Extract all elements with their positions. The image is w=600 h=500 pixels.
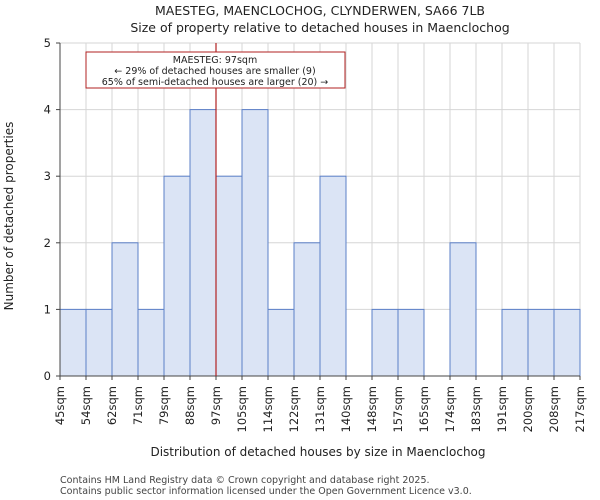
annotation-line-2: ← 29% of detached houses are smaller (9) xyxy=(114,66,315,77)
y-ticks: 0 1 2 3 4 5 xyxy=(44,36,60,383)
chart-title: MAESTEG, MAENCLOCHOG, CLYNDERWEN, SA66 7… xyxy=(155,3,485,18)
bar-157sqm xyxy=(397,308,425,377)
bar-97sqm xyxy=(215,175,243,377)
annotation-line-3: 65% of semi-detached houses are larger (… xyxy=(102,77,329,88)
x-tick-71sqm: 71sqm xyxy=(131,386,145,425)
bar-148sqm xyxy=(371,308,399,377)
y-tick-5: 5 xyxy=(44,36,51,50)
bar-71sqm xyxy=(137,308,165,377)
footer-line-1: Contains HM Land Registry data © Crown c… xyxy=(60,475,430,486)
bar-208sqm xyxy=(553,308,581,377)
annotation-line-1: MAESTEG: 97sqm xyxy=(173,55,257,66)
y-tick-4: 4 xyxy=(44,103,51,117)
x-tick-200sqm: 200sqm xyxy=(521,386,535,432)
x-tick-54sqm: 54sqm xyxy=(79,386,93,425)
annotation-frame xyxy=(85,51,346,89)
x-tick-122sqm: 122sqm xyxy=(287,386,301,432)
x-tick-174sqm: 174sqm xyxy=(443,386,457,432)
x-tick-79sqm: 79sqm xyxy=(157,386,171,425)
x-tick-140sqm: 140sqm xyxy=(339,386,353,432)
x-tick-191sqm: 191sqm xyxy=(495,386,509,432)
bar-122sqm xyxy=(293,242,321,377)
bar-88sqm xyxy=(189,109,217,377)
bar-62sqm xyxy=(111,242,139,377)
bar-45sqm xyxy=(59,308,87,377)
bar-200sqm xyxy=(527,308,555,377)
x-tick-165sqm: 165sqm xyxy=(417,386,431,432)
x-tick-208sqm: 208sqm xyxy=(547,386,561,432)
footer-line-2: Contains public sector information licen… xyxy=(60,486,472,497)
bar-105sqm xyxy=(241,109,269,377)
bar-131sqm xyxy=(319,175,347,377)
y-tick-2: 2 xyxy=(44,236,51,250)
chart-subtitle: Size of property relative to detached ho… xyxy=(130,20,509,35)
bar-174sqm xyxy=(449,242,477,377)
annotation-box: MAESTEG: 97sqm ← 29% of detached houses … xyxy=(85,51,346,89)
y-tick-1: 1 xyxy=(44,302,51,316)
bar-79sqm xyxy=(163,175,191,377)
x-ticks: 45sqm 54sqm 62sqm 71sqm 79sqm 88sqm 97sqm 105sq… xyxy=(53,376,587,432)
x-tick-183sqm: 183sqm xyxy=(469,386,483,432)
bar-54sqm xyxy=(85,308,113,377)
x-tick-217sqm: 217sqm xyxy=(573,386,587,432)
x-tick-114sqm: 114sqm xyxy=(261,386,275,432)
y-axis-label: Number of detached properties xyxy=(2,122,16,311)
y-tick-0: 0 xyxy=(44,369,51,383)
y-tick-3: 3 xyxy=(44,169,51,183)
x-tick-105sqm: 105sqm xyxy=(235,386,249,432)
x-tick-97sqm: 97sqm xyxy=(209,386,223,425)
x-tick-131sqm: 131sqm xyxy=(313,386,327,432)
x-axis-label: Distribution of detached houses by size … xyxy=(150,445,485,459)
x-tick-88sqm: 88sqm xyxy=(183,386,197,425)
bar-191sqm xyxy=(501,308,529,377)
x-tick-157sqm: 157sqm xyxy=(391,386,405,432)
bar-114sqm xyxy=(267,308,295,377)
x-tick-62sqm: 62sqm xyxy=(105,386,119,425)
x-tick-45sqm: 45sqm xyxy=(53,386,67,425)
x-tick-148sqm: 148sqm xyxy=(365,386,379,432)
